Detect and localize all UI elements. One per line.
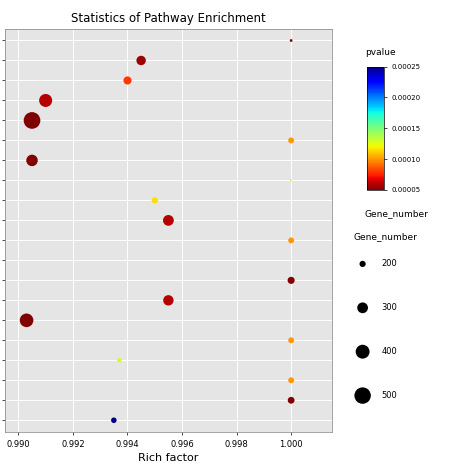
Point — [110, 417, 118, 424]
Point — [287, 137, 295, 144]
Point — [28, 117, 36, 124]
Point — [23, 316, 30, 324]
Point — [137, 57, 145, 64]
Point — [287, 177, 295, 184]
Point — [151, 197, 158, 204]
Point — [287, 397, 295, 404]
Point — [287, 237, 295, 244]
Point — [359, 348, 366, 355]
Text: 400: 400 — [382, 347, 397, 356]
Point — [287, 256, 295, 264]
Point — [359, 392, 366, 399]
Point — [287, 37, 295, 44]
Point — [359, 260, 366, 268]
Text: Gene_number: Gene_number — [365, 209, 429, 218]
Point — [164, 217, 172, 224]
Point — [164, 296, 172, 304]
Point — [28, 157, 36, 164]
Text: 300: 300 — [382, 304, 397, 312]
Point — [287, 377, 295, 384]
Text: 200: 200 — [382, 259, 397, 268]
Point — [287, 336, 295, 344]
X-axis label: Rich factor: Rich factor — [138, 453, 199, 463]
Text: Gene_number: Gene_number — [353, 232, 417, 241]
Point — [124, 76, 131, 84]
Point — [116, 357, 123, 364]
Title: Statistics of Pathway Enrichment: Statistics of Pathway Enrichment — [71, 11, 266, 25]
Point — [42, 96, 49, 104]
Text: pvalue: pvalue — [365, 48, 396, 57]
Point — [287, 276, 295, 284]
Text: 500: 500 — [382, 391, 397, 400]
Point — [359, 304, 366, 312]
